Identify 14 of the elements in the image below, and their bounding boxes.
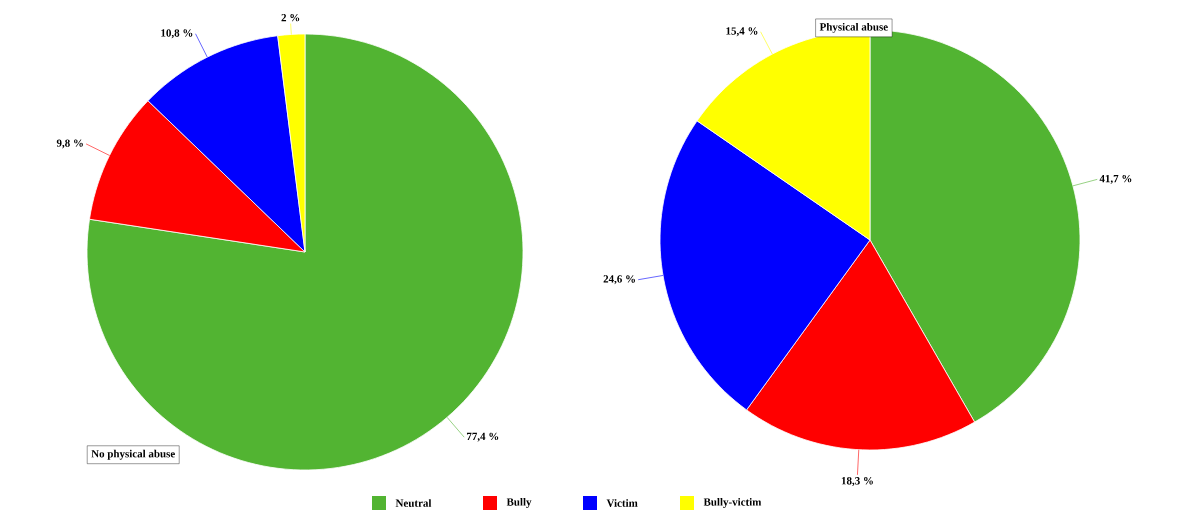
data-label: 10,8 % bbox=[161, 29, 193, 39]
chart-title: Physical abuse bbox=[819, 22, 888, 33]
data-label: 2 % bbox=[281, 13, 300, 22]
legend-label: Neutral bbox=[395, 499, 432, 507]
data-label: 77,4 % bbox=[466, 432, 499, 442]
data-label: 41,7 % bbox=[1099, 174, 1132, 184]
data-label: 18,3 % bbox=[841, 477, 873, 487]
legend-label: Bully-victim bbox=[703, 498, 762, 508]
text: No physical abuse bbox=[91, 449, 175, 460]
legend-label: Victim bbox=[606, 499, 638, 507]
legend-label: Bully bbox=[506, 498, 532, 508]
data-label: 24,6 % bbox=[603, 275, 635, 285]
data-label: 15,4 % bbox=[726, 27, 758, 37]
data-label: 9,8 % bbox=[56, 139, 83, 149]
